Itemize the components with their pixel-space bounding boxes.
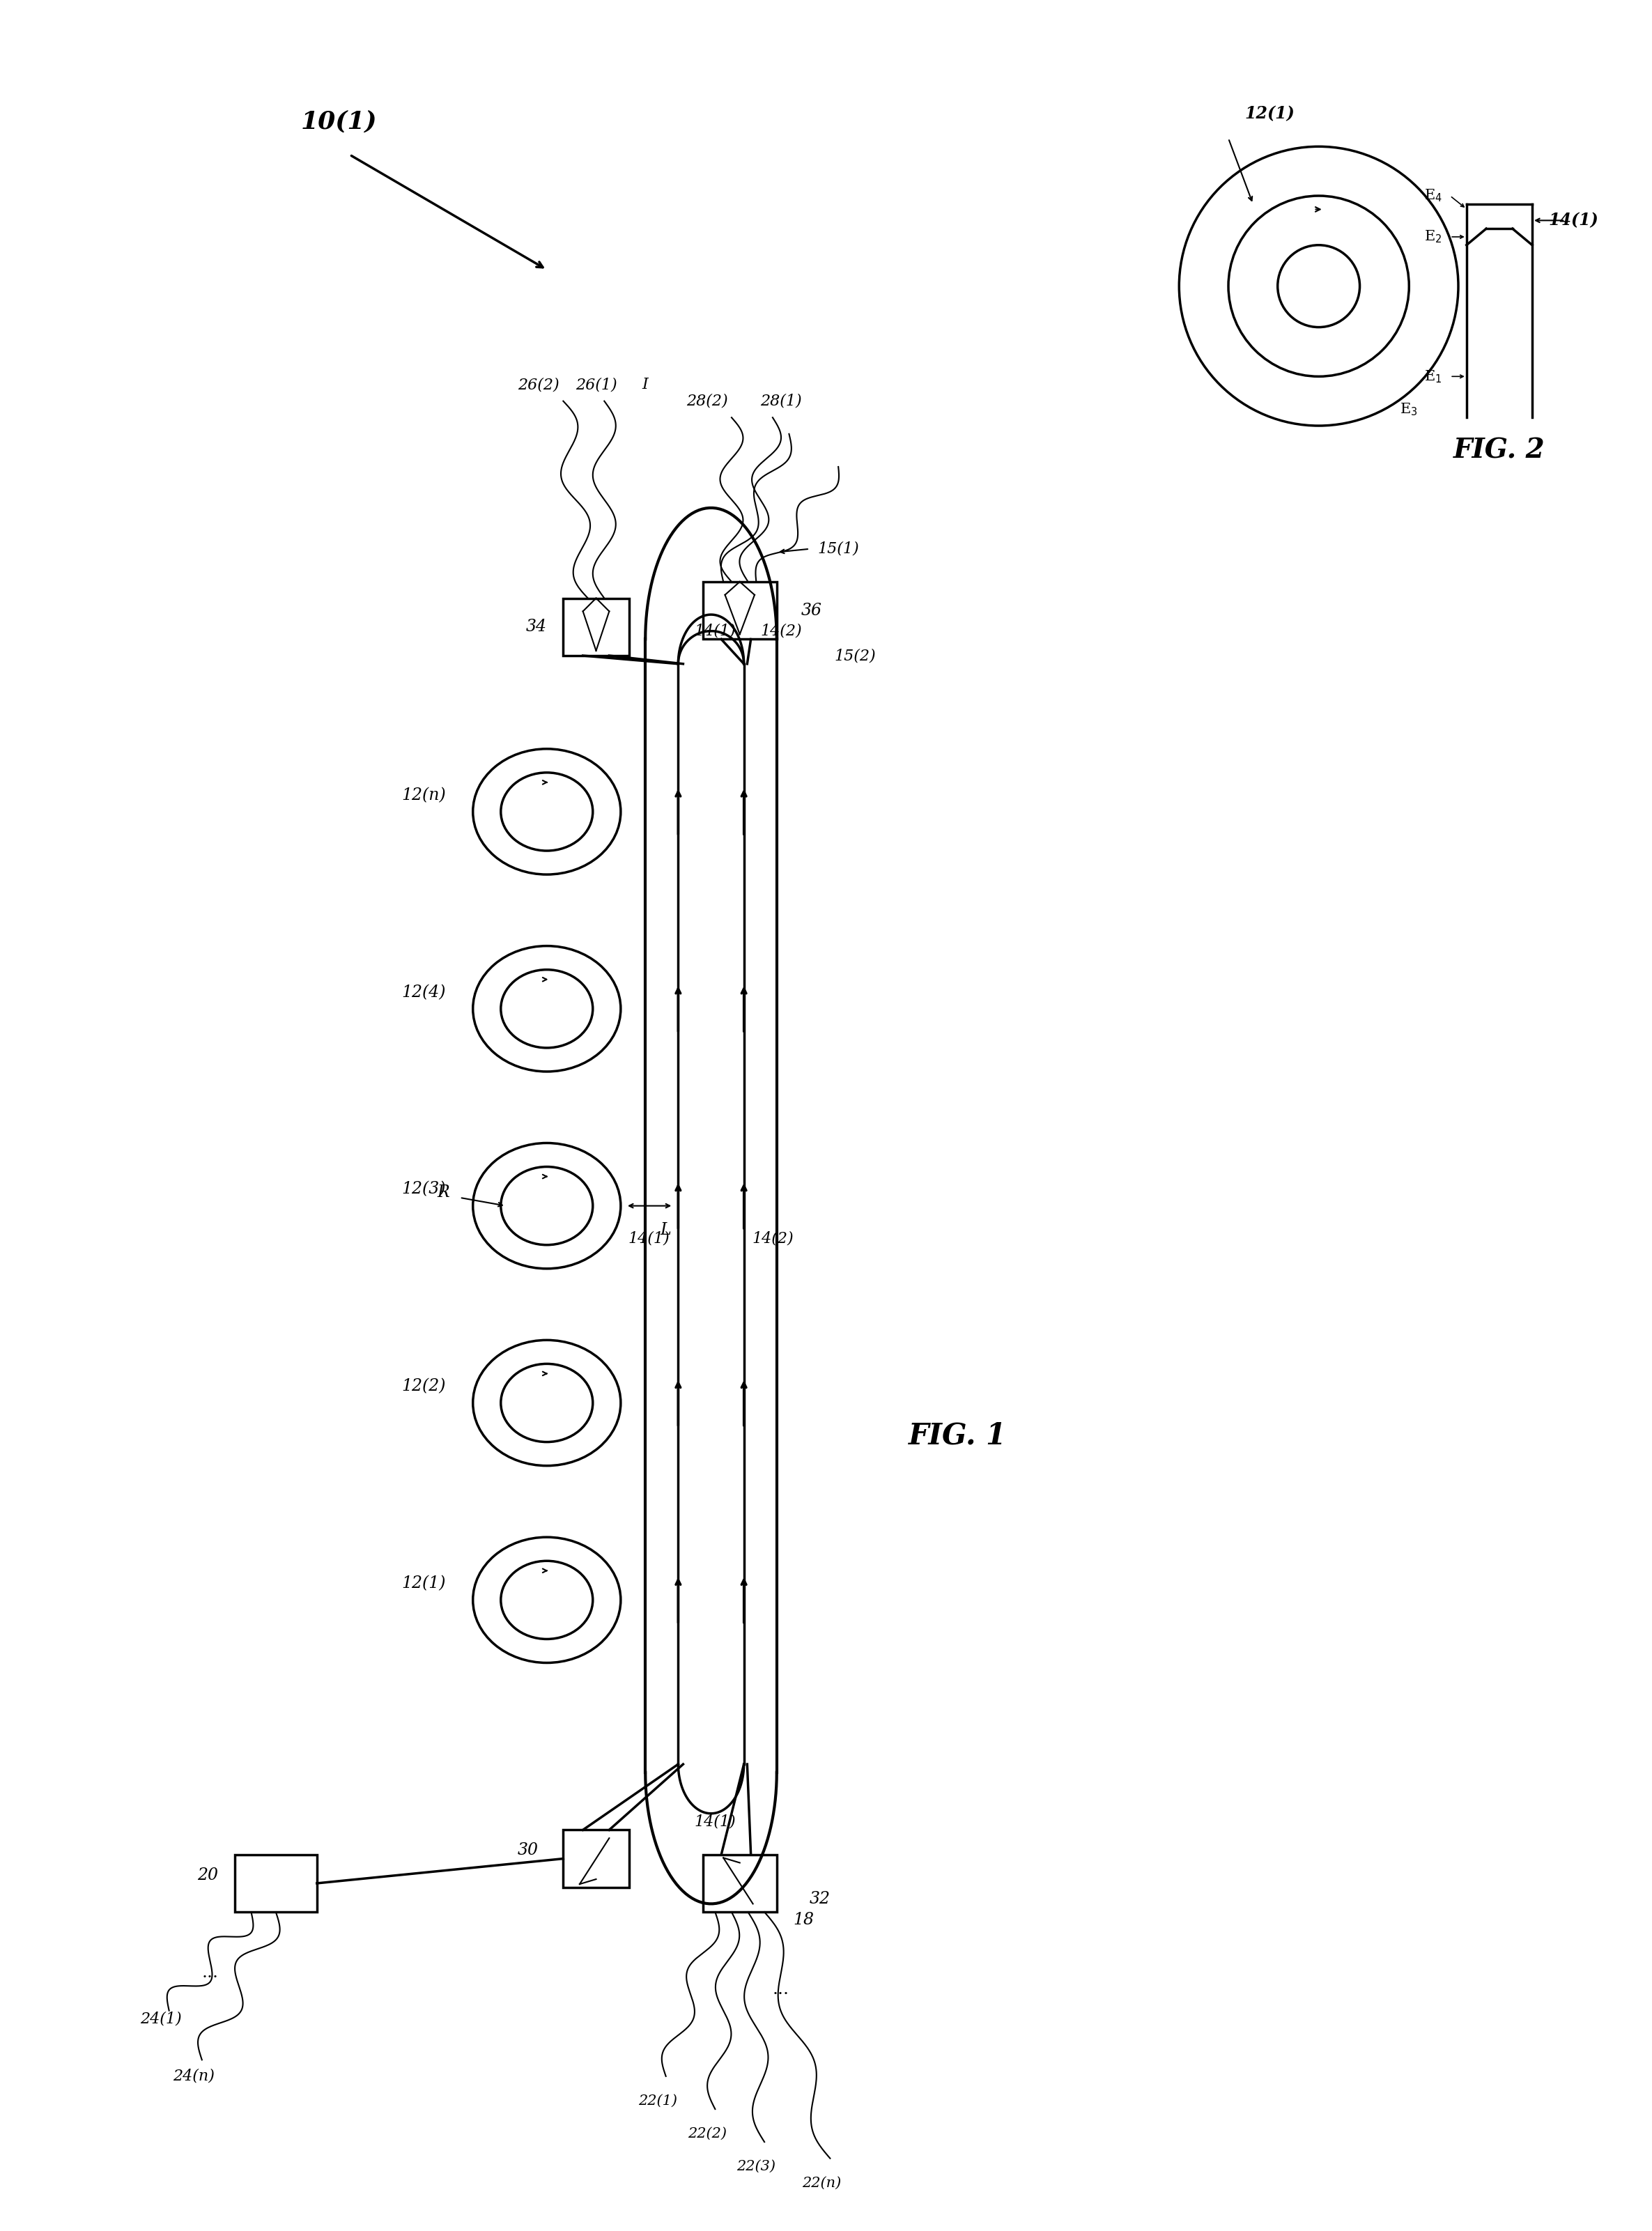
Bar (702, 582, 776, 640)
Text: E$_1$: E$_1$ (1424, 368, 1442, 384)
Text: FIG. 2: FIG. 2 (1454, 437, 1545, 464)
Text: 12(2): 12(2) (401, 1379, 446, 1394)
Bar (563, 1829, 629, 1887)
Text: 22(n): 22(n) (803, 2177, 841, 2189)
Text: E$_2$: E$_2$ (1424, 230, 1442, 245)
Bar (563, 598, 629, 656)
Text: 26(1): 26(1) (575, 377, 616, 393)
Text: 15(1): 15(1) (818, 542, 859, 556)
Text: 12(n): 12(n) (401, 788, 446, 803)
Text: I: I (643, 377, 648, 393)
Text: 28(2): 28(2) (686, 393, 727, 408)
Text: 20: 20 (198, 1867, 218, 1883)
Text: 12(4): 12(4) (401, 984, 446, 999)
Text: 22(3): 22(3) (737, 2160, 776, 2173)
Text: 26(2): 26(2) (517, 377, 560, 393)
Text: L: L (661, 1223, 671, 1238)
Text: 12(1): 12(1) (1244, 105, 1295, 123)
Text: E$_3$: E$_3$ (1399, 402, 1417, 417)
Text: 10(1): 10(1) (301, 109, 377, 134)
Text: 24(1): 24(1) (140, 2010, 182, 2026)
Text: 22(2): 22(2) (687, 2126, 727, 2140)
Text: 14(1): 14(1) (694, 622, 737, 638)
Bar (235, 1854, 317, 1912)
Text: 18: 18 (793, 1912, 814, 1928)
Text: ...: ... (202, 1966, 218, 1981)
Text: 34: 34 (525, 618, 547, 636)
Text: 32: 32 (809, 1892, 831, 1908)
Bar (702, 1854, 776, 1912)
Text: E$_4$: E$_4$ (1424, 187, 1442, 203)
Text: 22(1): 22(1) (638, 2095, 677, 2108)
Text: 30: 30 (517, 1843, 539, 1858)
Circle shape (1277, 245, 1360, 328)
Text: 14(1): 14(1) (694, 1814, 737, 1829)
Text: 12(1): 12(1) (401, 1575, 446, 1591)
Text: 14(2): 14(2) (760, 622, 801, 638)
Text: 28(1): 28(1) (760, 393, 801, 408)
Text: ...: ... (773, 1981, 790, 1997)
Text: 24(n): 24(n) (173, 2068, 215, 2084)
Text: R: R (438, 1185, 449, 1200)
Text: FIG. 1: FIG. 1 (909, 1421, 1006, 1450)
Text: 12(3): 12(3) (401, 1182, 446, 1198)
Text: 15(2): 15(2) (834, 647, 876, 663)
Text: 36: 36 (801, 602, 823, 618)
Text: 14(2): 14(2) (752, 1232, 793, 1247)
Text: 14(1): 14(1) (1548, 212, 1597, 230)
Text: 14(1): 14(1) (628, 1232, 671, 1247)
